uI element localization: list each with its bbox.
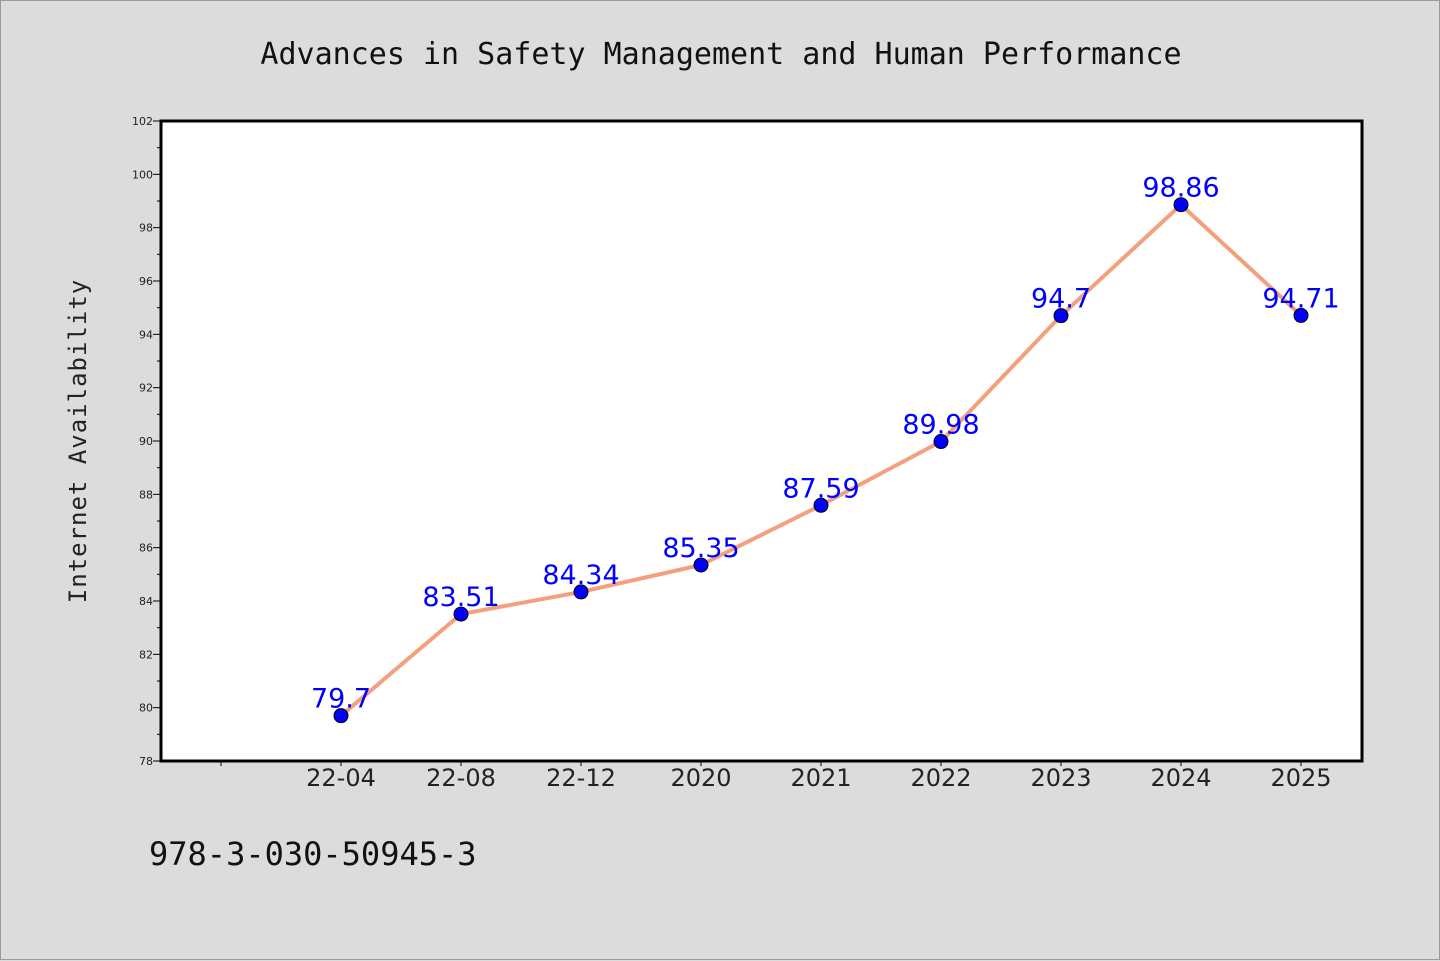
- y-tick-label: 94: [139, 328, 153, 341]
- data-label: 79.7: [311, 684, 371, 715]
- data-point: [453, 606, 469, 622]
- series-markers: [333, 197, 1309, 724]
- data-label: 83.51: [422, 582, 499, 613]
- plot-border: [159, 119, 1364, 763]
- x-tick-label: 22-04: [306, 764, 376, 792]
- data-point: [933, 434, 949, 450]
- y-tick-label: 80: [139, 702, 153, 715]
- y-axis-label: Internet Availability: [64, 279, 92, 603]
- y-tick-label: 96: [139, 275, 153, 288]
- y-tick-label: 98: [139, 222, 153, 235]
- plot-background: [161, 121, 1362, 761]
- data-label: 94.7: [1031, 284, 1091, 315]
- y-tick-label: 90: [139, 435, 153, 448]
- y-tick-label: 102: [132, 115, 153, 128]
- y-tick-label: 86: [139, 542, 153, 555]
- data-point: [573, 584, 589, 600]
- y-tick-label: 82: [139, 648, 153, 661]
- data-label: 89.98: [902, 410, 979, 441]
- data-point: [1293, 307, 1309, 323]
- y-tick-label: 100: [132, 168, 153, 181]
- data-labels: 79.7 83.51 84.34 85.35 87.59 89.98 94.7 98.86 94…: [311, 173, 1340, 715]
- x-tick-label: 2022: [910, 764, 971, 792]
- data-label: 98.86: [1142, 173, 1219, 204]
- data-point: [813, 497, 829, 513]
- y-tick-label: 92: [139, 382, 153, 395]
- chart-title: Advances in Safety Management and Human …: [260, 37, 1181, 72]
- data-label: 84.34: [542, 560, 619, 591]
- data-label: 87.59: [782, 473, 859, 504]
- data-label: 85.35: [662, 533, 739, 564]
- y-tick-label: 84: [139, 595, 153, 608]
- data-point: [1053, 308, 1069, 324]
- x-axis: 22-04 22-08 22-12 2020 2021 2022 2023 2024 2025: [220, 761, 1332, 792]
- y-axis: 78 80 82 84 86 88 90 92 94 96 98 100 102: [132, 115, 161, 768]
- x-tick-label: 2021: [790, 764, 851, 792]
- x-tick-label: 22-12: [546, 764, 616, 792]
- data-point: [333, 708, 349, 724]
- x-tick-label: 2023: [1030, 764, 1091, 792]
- x-tick-label: 22-08: [426, 764, 496, 792]
- data-point: [693, 557, 709, 573]
- y-tick-label: 88: [139, 488, 153, 501]
- y-tick-label: 78: [139, 755, 153, 768]
- data-point: [1173, 197, 1189, 213]
- data-label: 94.71: [1262, 283, 1339, 314]
- isbn-footer: 978-3-030-50945-3: [149, 835, 477, 873]
- x-tick-label: 2024: [1150, 764, 1211, 792]
- x-tick-label: 2025: [1270, 764, 1331, 792]
- x-tick-label: 2020: [670, 764, 731, 792]
